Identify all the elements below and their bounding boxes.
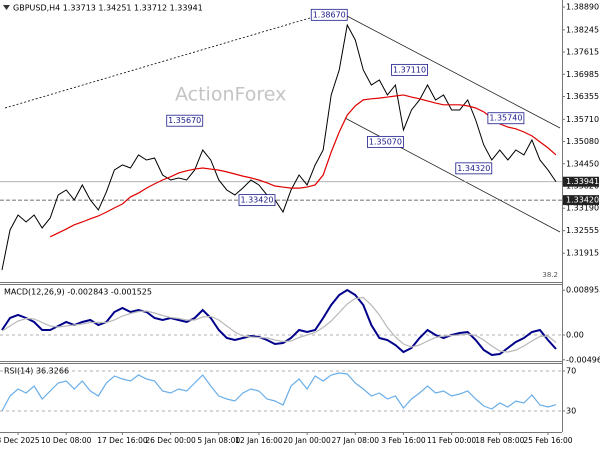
series-line — [49, 94, 557, 238]
annotation-label: 1.33420 — [240, 196, 273, 205]
x-tick-label: 26 Dec 00:00 — [145, 436, 196, 445]
x-tick-label: 10 Dec 08:00 — [41, 436, 92, 445]
price-box — [563, 195, 599, 206]
y-tick-label: 1.36985 — [566, 70, 599, 79]
annotation-box — [310, 8, 348, 21]
price-label: 1.33941 — [566, 177, 599, 186]
y-tick-label: 1.32555 — [566, 226, 599, 235]
annotation-box — [238, 194, 276, 207]
annotation-box — [166, 114, 204, 127]
y-tick-label: 1.37615 — [566, 48, 599, 57]
indicator-title: MACD(12,26,9) -0.002843 -0.001525 — [4, 288, 152, 297]
x-tick-label: 3 Dec 2025 — [0, 436, 40, 445]
annotation-label: 1.35670 — [168, 116, 201, 125]
annotation-label: 1.35740 — [489, 114, 522, 123]
x-tick-label: 20 Jan 00:00 — [283, 436, 331, 445]
x-tick-label: 17 Dec 16:00 — [97, 436, 148, 445]
y-tick-label: 0.00 — [566, 331, 584, 340]
x-tick-label: 5 Jan 08:00 — [197, 436, 240, 445]
annotation-box — [487, 112, 525, 125]
trend-line — [4, 14, 321, 109]
annotation-label: 1.35070 — [369, 137, 402, 146]
annotation-box — [367, 135, 404, 148]
y-tick-label: 1.31915 — [566, 249, 599, 258]
y-tick-label: 70 — [566, 367, 576, 376]
y-tick-label: 1.38890 — [566, 3, 599, 12]
annotation-label: 1.37110 — [393, 65, 426, 74]
chart-title: GBPUSD,H4 1.33713 1.34251 1.33712 1.3394… — [13, 4, 203, 13]
x-tick-label: 18 Feb 08:00 — [475, 436, 524, 445]
x-tick-label: 27 Jan 08:00 — [332, 436, 380, 445]
y-tick-label: 1.36355 — [566, 92, 599, 101]
y-tick-label: 1.35710 — [566, 115, 599, 124]
price-label: 1.33420 — [566, 196, 599, 205]
y-tick-label: 1.34450 — [566, 159, 599, 168]
annotation-label: 1.38670 — [313, 10, 346, 19]
symbol-icon — [3, 5, 10, 10]
channel-line — [344, 14, 561, 129]
y-tick-label: 0.008953 — [566, 286, 600, 295]
series-line — [1, 296, 557, 353]
x-tick-label: 12 Jan 16:00 — [235, 436, 283, 445]
y-tick-label: 1.38245 — [566, 25, 599, 34]
series-line — [1, 372, 557, 412]
y-tick-label: 1.33190 — [566, 204, 599, 213]
price-box — [563, 176, 599, 187]
annotation-box — [391, 63, 428, 76]
fib-label: 38.2 — [542, 271, 558, 279]
watermark: ActionForex — [175, 84, 286, 106]
y-tick-label: 1.35080 — [566, 137, 599, 146]
y-tick-label: 30 — [566, 407, 576, 416]
y-tick-label: -0.004962 — [566, 355, 600, 364]
x-tick-label: 25 Feb 16:00 — [523, 436, 572, 445]
x-tick-label: 11 Feb 00:00 — [427, 436, 476, 445]
annotation-box — [455, 162, 493, 175]
annotation-label: 1.34320 — [457, 164, 490, 173]
x-tick-label: 3 Feb 16:00 — [381, 436, 426, 445]
